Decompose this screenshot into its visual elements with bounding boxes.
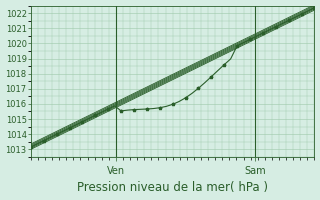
X-axis label: Pression niveau de la mer( hPa ): Pression niveau de la mer( hPa )	[77, 181, 268, 194]
